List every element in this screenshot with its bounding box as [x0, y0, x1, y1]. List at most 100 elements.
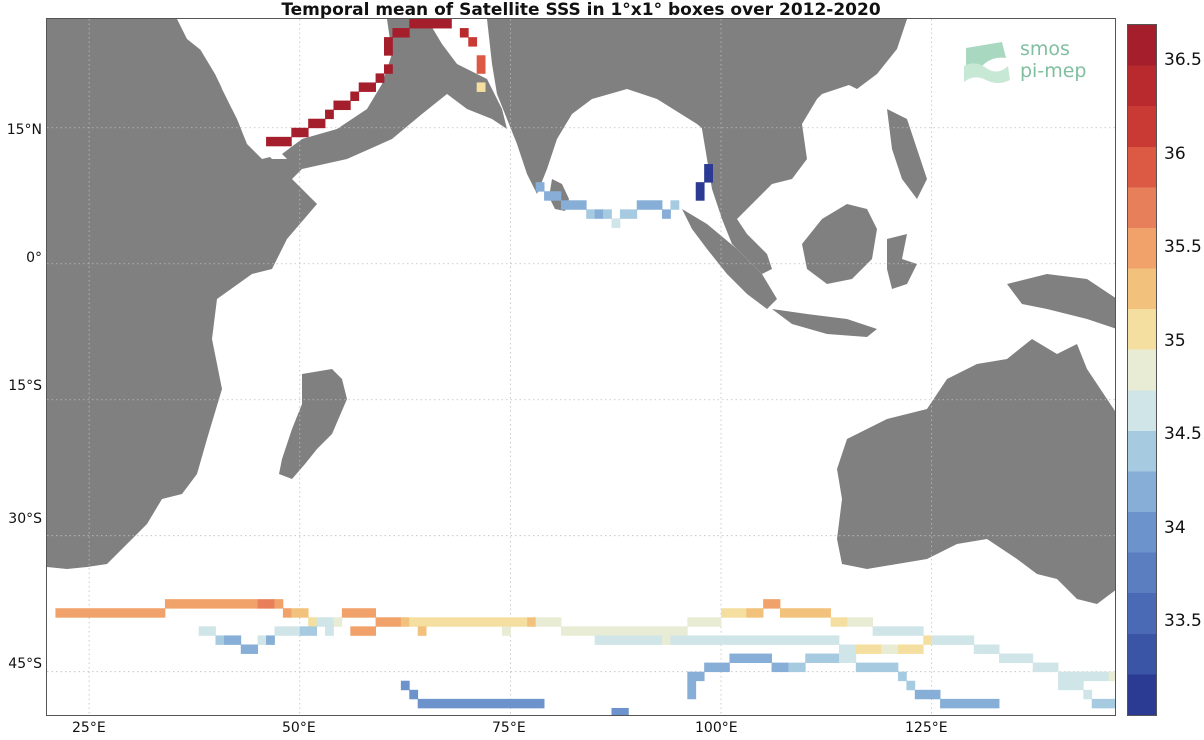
sss-cell: [249, 599, 259, 609]
sss-cell: [1007, 653, 1017, 664]
sss-cell: [249, 644, 259, 654]
sss-cell: [729, 653, 739, 664]
sss-cell: [308, 617, 318, 627]
sss-cell: [737, 653, 747, 664]
sss-cell: [417, 19, 427, 29]
lat-label-30s: 30°S: [8, 511, 42, 527]
sss-cell: [291, 626, 301, 636]
logo-wave-icon: [964, 42, 1010, 83]
colorbar-tick-label: 34: [1164, 517, 1186, 538]
sss-cell: [1074, 680, 1084, 691]
land-masses: [47, 19, 1115, 604]
sss-cell: [813, 608, 823, 618]
sss-cell: [1100, 698, 1109, 709]
sss-cell: [325, 617, 334, 627]
sss-cell: [712, 662, 722, 673]
sss-cell: [282, 626, 292, 636]
sss-cell: [931, 635, 941, 645]
sss-cell: [105, 608, 115, 618]
sss-cell: [350, 626, 360, 636]
sss-cell: [956, 635, 966, 645]
sss-cell: [392, 617, 402, 627]
sss-cell: [164, 599, 174, 609]
sss-cell: [687, 680, 697, 691]
sss-cell: [847, 644, 857, 654]
lat-label-15n: 15°N: [6, 122, 42, 138]
sss-cell: [645, 200, 655, 210]
sss-cell: [948, 698, 958, 709]
sss-cell: [282, 136, 292, 147]
sss-cell: [586, 209, 596, 219]
sss-cell: [442, 617, 452, 627]
sss-cell: [779, 662, 789, 673]
sss-cell: [619, 626, 629, 636]
sss-cell: [662, 635, 671, 645]
sss-cell: [645, 626, 655, 636]
sss-cell: [965, 635, 975, 645]
madagascar-island: [279, 369, 347, 479]
sss-cell: [653, 200, 663, 210]
sss-cell: [695, 635, 705, 645]
smos-pimep-logo: smos pi-mep: [962, 38, 1102, 90]
sss-cell: [316, 118, 326, 129]
sss-cell: [838, 644, 848, 654]
sss-cell: [341, 100, 351, 111]
sss-cell: [973, 644, 983, 654]
sss-cell: [215, 635, 225, 645]
sss-cell: [636, 626, 646, 636]
sss-cell: [594, 635, 604, 645]
sss-cell: [763, 635, 772, 645]
sss-cell: [198, 626, 208, 636]
sss-cell: [914, 644, 924, 654]
colorbar-tick-label: 33.5: [1164, 611, 1202, 632]
sss-cell: [990, 644, 1000, 654]
sss-cell: [838, 653, 848, 664]
southeast-asia-landmass: [697, 19, 907, 274]
sss-cell: [897, 626, 907, 636]
sss-cell: [822, 608, 831, 618]
sss-cell: [704, 617, 713, 627]
sss-cell: [451, 698, 461, 709]
sss-cell: [822, 635, 831, 645]
sss-cell: [670, 626, 680, 636]
sss-cell: [80, 608, 90, 618]
sss-cell: [384, 64, 393, 74]
philippines-islands: [887, 109, 927, 199]
sss-cell: [636, 200, 646, 210]
sss-cell: [299, 626, 309, 636]
sss-cell: [737, 608, 747, 618]
sss-cell: [544, 191, 553, 201]
sss-cell: [291, 127, 301, 138]
sss-cell: [864, 644, 874, 654]
sss-cell: [510, 617, 520, 627]
sss-cell: [805, 635, 815, 645]
sss-cell: [830, 635, 840, 645]
sss-cell: [729, 635, 739, 645]
sss-cell: [687, 617, 697, 627]
sss-cell: [619, 209, 629, 219]
sss-cell: [670, 635, 680, 645]
sss-cell: [872, 644, 882, 654]
sss-cell: [223, 635, 233, 645]
sss-cell: [156, 608, 166, 618]
sss-cell: [510, 698, 520, 709]
sss-cell: [662, 626, 671, 636]
sss-cell: [358, 82, 368, 92]
lon-label-25e: 25°E: [72, 720, 106, 736]
sss-cell: [569, 200, 579, 210]
sss-cell: [847, 653, 857, 664]
sss-cell: [805, 608, 815, 618]
sss-cell: [1074, 671, 1084, 682]
sss-cell: [63, 608, 73, 618]
sss-cell: [1058, 671, 1067, 682]
sss-cell: [1091, 698, 1101, 709]
sss-cell: [796, 635, 806, 645]
sss-cell: [611, 635, 621, 645]
logo-text-pimep: pi-mep: [1020, 60, 1087, 82]
red-sea: [177, 19, 287, 159]
sss-cell: [535, 698, 545, 709]
map-frame: [46, 18, 1116, 716]
sss-cell: [763, 599, 772, 609]
sss-cell: [872, 662, 882, 673]
sss-cell: [628, 635, 638, 645]
